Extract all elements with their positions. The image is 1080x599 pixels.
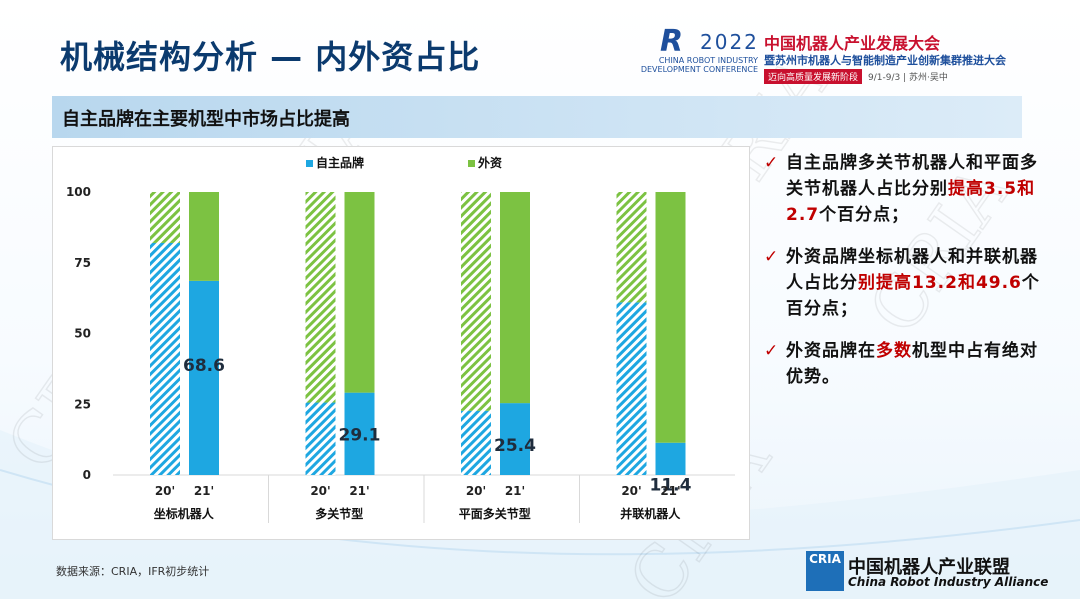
bar-foreign-20 <box>305 192 336 403</box>
x-tick-label: 21' <box>660 484 680 498</box>
bar-foreign-21 <box>344 192 375 393</box>
stacked-bar-chart: 自主品牌 外资 0 25 50 75 100 68.6 20' 21' 坐标机器人 29.1 20' 21… <box>66 155 735 523</box>
bullet-text: 外资品牌在 <box>786 341 876 361</box>
bar-domestic-21 <box>655 442 686 475</box>
subtitle: 自主品牌在主要机型中市场占比提高 <box>62 109 350 130</box>
bullet-text: 外资品牌坐标机器人和并联机器人占比分 <box>786 247 1038 293</box>
bar-domestic-20 <box>305 402 336 475</box>
page-title: 机械结构分析 — 内外资占比 <box>60 38 481 76</box>
bullet-text: 提高3.5和2.7 <box>786 179 1036 225</box>
conference-cn-title: 中国机器人产业发展大会 <box>764 34 941 53</box>
group-label: 并联机器人 <box>620 506 681 521</box>
cria-en-name: China Robot Industry Alliance <box>848 575 1049 589</box>
bar-foreign-20 <box>150 192 180 243</box>
cria-logo: CRIA 中国机器人产业联盟 China Robot Industry Alli… <box>806 551 1076 595</box>
conference-logo: R 2022 CHINA ROBOT INDUSTRY DEVELOPMENT … <box>632 24 1072 88</box>
bullet-text: 个百分点； <box>819 205 910 225</box>
group-label: 多关节型 <box>315 506 363 521</box>
check-icon: ✓ <box>764 153 780 173</box>
legend-swatch-foreign <box>468 160 475 167</box>
bullet-text: 自主品牌多关节机器人和平面多关节机器人占比分别 <box>786 153 1038 199</box>
x-tick-label: 20' <box>621 484 641 498</box>
bar-foreign-20 <box>616 192 647 303</box>
data-label: 29.1 <box>339 426 381 446</box>
bar-foreign-21 <box>655 192 686 443</box>
chart-panel: 自主品牌 外资 0 25 50 75 100 68.6 20' 21' 坐标机器人 29.1 20' 21… <box>52 146 750 540</box>
bar-domestic-20 <box>461 410 491 475</box>
bullet-text: 别提高13.2和49.6 <box>858 273 1022 293</box>
cria-logo-icon: CRIA <box>806 551 844 591</box>
x-tick-label: 20' <box>310 484 330 498</box>
x-tick-label: 20' <box>155 484 175 498</box>
conference-cn-subtitle: 暨苏州市机器人与智能制造产业创新集群推进大会 <box>764 54 1006 67</box>
legend-label: 自主品牌 <box>316 155 364 170</box>
bullet-text: 多数 <box>876 341 912 361</box>
legend-swatch-domestic <box>306 160 313 167</box>
bar-domestic-21 <box>344 392 375 475</box>
y-tick-label: 0 <box>83 468 91 482</box>
bar-domestic-21 <box>189 280 219 475</box>
y-tick-label: 100 <box>66 185 91 199</box>
bar-foreign-20 <box>461 192 491 411</box>
x-tick-label: 21' <box>349 484 369 498</box>
x-tick-label: 21' <box>505 484 525 498</box>
bar-domestic-20 <box>150 242 180 475</box>
check-icon: ✓ <box>764 341 780 361</box>
bullet-item: ✓ 外资品牌坐标机器人和并联机器人占比分别提高13.2和49.6个百分点； <box>764 244 1054 322</box>
data-label: 11.4 <box>650 476 692 496</box>
conference-slogan: 迈向高质量发展新阶段 <box>764 69 863 84</box>
subtitle-bar: 自主品牌在主要机型中市场占比提高 <box>52 96 1022 138</box>
conference-logo-mark-icon: R <box>660 24 684 59</box>
y-tick-label: 50 <box>74 327 91 341</box>
bullet-list: ✓ 自主品牌多关节机器人和平面多关节机器人占比分别提高3.5和2.7个百分点； ✓ 外… <box>764 150 1054 406</box>
data-source: 数据来源：CRIA，IFR初步统计 <box>56 565 210 578</box>
bar-domestic-20 <box>616 302 647 475</box>
bullet-text: 机型中占有绝对优势。 <box>786 341 1038 387</box>
y-tick-label: 75 <box>74 256 91 270</box>
group-label: 平面多关节型 <box>459 506 531 521</box>
data-label: 25.4 <box>494 436 536 456</box>
bullet-item: ✓ 外资品牌在多数机型中占有绝对优势。 <box>764 338 1054 390</box>
bar-foreign-21 <box>500 192 530 404</box>
bar-domestic-21 <box>500 403 530 475</box>
conference-english-name: CHINA ROBOT INDUSTRY DEVELOPMENT CONFERE… <box>640 56 758 74</box>
conference-date: 9/1-9/3 | 苏州·吴中 <box>868 73 948 83</box>
x-tick-label: 21' <box>194 484 214 498</box>
bullet-item: ✓ 自主品牌多关节机器人和平面多关节机器人占比分别提高3.5和2.7个百分点； <box>764 150 1054 228</box>
bar-foreign-21 <box>189 192 219 281</box>
conference-year: 2022 <box>700 30 759 54</box>
y-tick-label: 25 <box>74 397 91 411</box>
group-label: 坐标机器人 <box>154 506 215 521</box>
cria-cn-name: 中国机器人产业联盟 <box>848 557 1010 578</box>
x-tick-label: 20' <box>466 484 486 498</box>
check-icon: ✓ <box>764 247 780 267</box>
legend-label: 外资 <box>478 155 502 170</box>
data-label: 68.6 <box>183 356 225 376</box>
bullet-text: 个百分点； <box>786 273 1040 319</box>
